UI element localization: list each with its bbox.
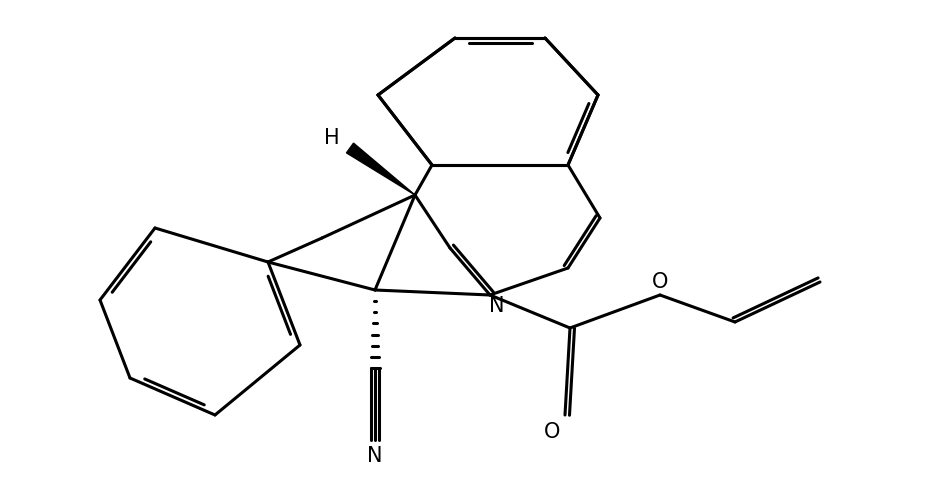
- Text: N: N: [367, 446, 383, 466]
- Text: O: O: [651, 272, 668, 292]
- Text: H: H: [324, 128, 340, 148]
- Polygon shape: [346, 143, 415, 195]
- Text: N: N: [490, 296, 505, 316]
- Text: O: O: [544, 422, 560, 442]
